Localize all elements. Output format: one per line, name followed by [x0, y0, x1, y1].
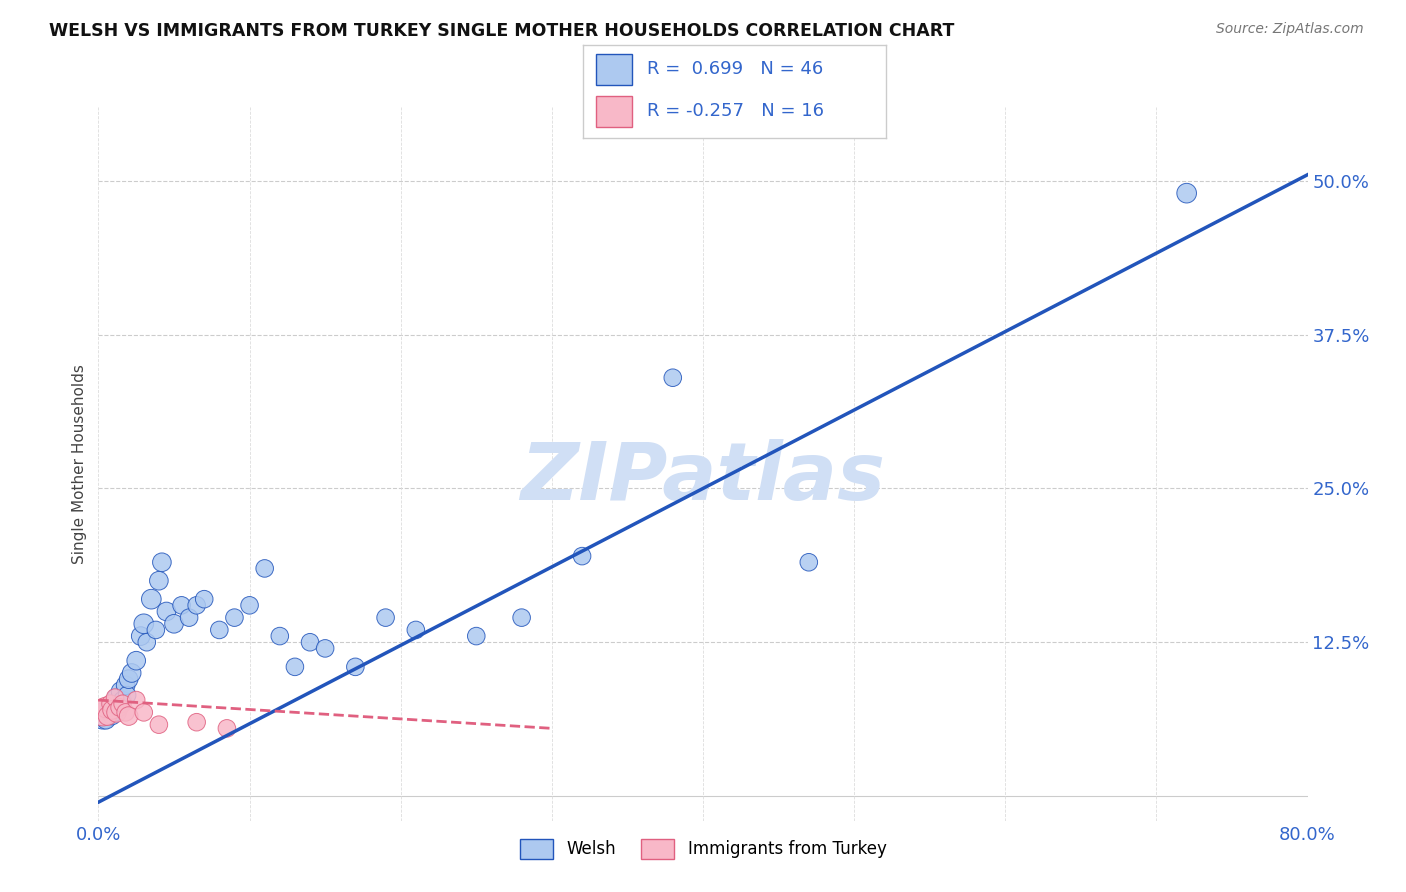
Point [104, 706, 127, 720]
Point [253, 561, 276, 575]
Point [465, 629, 488, 643]
Text: WELSH VS IMMIGRANTS FROM TURKEY SINGLE MOTHER HOUSEHOLDS CORRELATION CHART: WELSH VS IMMIGRANTS FROM TURKEY SINGLE M… [49, 22, 955, 40]
Point [104, 690, 127, 705]
Point [96, 709, 118, 723]
Point [405, 623, 427, 637]
Point [661, 370, 683, 384]
Legend: Welsh, Immigrants from Turkey: Welsh, Immigrants from Turkey [513, 832, 893, 866]
Point [299, 635, 322, 649]
Point [224, 610, 246, 624]
Point [105, 706, 128, 720]
Point [94, 700, 117, 714]
Point [314, 641, 336, 656]
Point [108, 700, 131, 714]
Point [145, 623, 167, 637]
Point [186, 715, 208, 730]
Point [170, 599, 193, 613]
Text: R = -0.257   N = 16: R = -0.257 N = 16 [647, 102, 824, 120]
Point [239, 599, 262, 613]
Point [269, 629, 291, 643]
Point [111, 693, 134, 707]
Point [155, 605, 177, 619]
Point [284, 660, 307, 674]
Point [118, 709, 141, 723]
Point [115, 688, 138, 702]
Text: Source: ZipAtlas.com: Source: ZipAtlas.com [1216, 22, 1364, 37]
Point [141, 592, 163, 607]
Point [129, 629, 152, 643]
Point [107, 700, 129, 714]
Point [148, 717, 170, 731]
Point [132, 616, 155, 631]
Point [344, 660, 367, 674]
Point [186, 599, 208, 613]
Point [797, 555, 820, 569]
Point [193, 592, 215, 607]
Point [179, 610, 201, 624]
Point [510, 610, 533, 624]
Y-axis label: Single Mother Households: Single Mother Households [72, 364, 87, 564]
Point [101, 709, 124, 723]
Point [118, 672, 141, 686]
Point [125, 654, 148, 668]
Point [135, 635, 157, 649]
Point [571, 549, 593, 563]
Point [111, 697, 134, 711]
Bar [596, 54, 631, 85]
Bar [596, 96, 631, 127]
Point [98, 706, 121, 720]
Point [215, 722, 238, 736]
Point [91, 706, 114, 720]
Point [114, 706, 136, 720]
Point [374, 610, 396, 624]
Point [114, 678, 136, 692]
Point [103, 697, 125, 711]
Point [125, 693, 148, 707]
Point [148, 574, 170, 588]
Point [1175, 186, 1198, 201]
Point [101, 703, 124, 717]
Point [121, 665, 143, 680]
Text: R =  0.699   N = 46: R = 0.699 N = 46 [647, 61, 824, 78]
Point [94, 713, 117, 727]
Point [91, 709, 114, 723]
Point [132, 706, 155, 720]
Point [105, 690, 128, 705]
Text: ZIPatlas: ZIPatlas [520, 439, 886, 517]
Point [163, 616, 186, 631]
Point [150, 555, 173, 569]
Point [110, 684, 132, 698]
Point [208, 623, 231, 637]
Point [100, 697, 122, 711]
Point [100, 703, 122, 717]
